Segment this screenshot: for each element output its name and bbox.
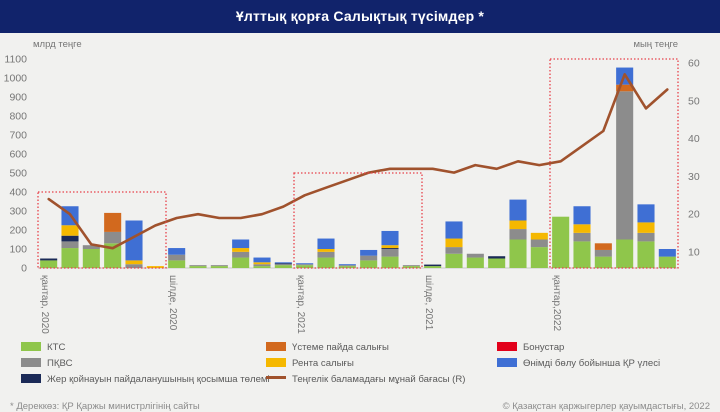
svg-text:шілде, 2021: шілде, 2021 [423,275,434,331]
svg-text:400: 400 [9,187,27,199]
svg-text:шілде, 2020: шілде, 2020 [167,275,178,331]
svg-text:50: 50 [688,95,700,107]
svg-text:200: 200 [9,225,27,237]
svg-text:600: 600 [9,149,27,161]
svg-text:1000: 1000 [4,73,28,85]
svg-text:900: 900 [9,92,27,104]
svg-text:40: 40 [688,133,700,145]
svg-text:30: 30 [688,171,700,183]
svg-text:1100: 1100 [4,54,27,66]
svg-text:қантар, 2020: қантар, 2020 [39,275,50,334]
svg-text:10: 10 [688,247,700,259]
svg-text:300: 300 [9,206,27,218]
svg-text:млрд теңге: млрд теңге [33,39,82,50]
svg-text:100: 100 [9,244,27,256]
svg-text:700: 700 [9,130,27,142]
svg-text:500: 500 [9,168,27,180]
svg-text:қантар, 2021: қантар, 2021 [295,275,306,334]
svg-text:қантар,2022: қантар,2022 [551,275,562,332]
svg-text:мың теңге: мың теңге [633,39,678,50]
svg-text:800: 800 [9,111,27,123]
svg-text:20: 20 [688,209,700,221]
svg-text:60: 60 [688,58,700,70]
svg-text:0: 0 [21,263,27,275]
